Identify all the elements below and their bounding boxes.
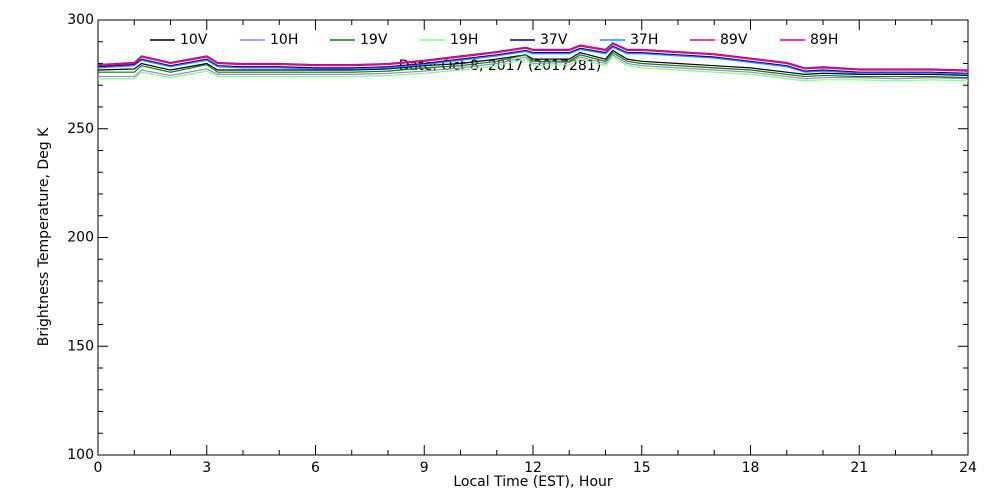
legend-label: 37V bbox=[540, 32, 568, 48]
series-line bbox=[97, 49, 969, 77]
x-tick-label: 18 bbox=[742, 460, 760, 476]
plot-frame bbox=[97, 19, 969, 456]
series-line bbox=[97, 46, 969, 75]
x-tick-label: 0 bbox=[94, 460, 103, 476]
x-axis-label: Local Time (EST), Hour bbox=[453, 474, 613, 490]
series-line bbox=[97, 42, 969, 71]
x-tick-label: 15 bbox=[633, 460, 651, 476]
y-tick-label: 100 bbox=[67, 447, 94, 463]
legend-label: 37H bbox=[630, 32, 658, 48]
series-line bbox=[98, 51, 969, 79]
series-line bbox=[98, 56, 969, 82]
y-tick-label: 200 bbox=[67, 230, 94, 246]
legend-label: 19H bbox=[450, 32, 478, 48]
legend-label: 10V bbox=[180, 32, 208, 48]
legend-label: 89V bbox=[720, 32, 748, 48]
x-tick-label: 12 bbox=[524, 460, 542, 476]
y-axis-label: Brightness Temperature, Deg K bbox=[36, 127, 52, 346]
series-line bbox=[97, 45, 969, 74]
series-line bbox=[97, 43, 969, 72]
legend-label: 10H bbox=[270, 32, 298, 48]
x-tick-label: 24 bbox=[959, 460, 977, 476]
x-tick-label: 6 bbox=[311, 460, 320, 476]
legend-label: 19V bbox=[360, 32, 388, 48]
x-tick-label: 21 bbox=[850, 460, 868, 476]
x-tick-label: 3 bbox=[202, 460, 211, 476]
series-line bbox=[98, 54, 969, 80]
y-tick-label: 150 bbox=[67, 338, 94, 354]
y-tick-label: 250 bbox=[67, 121, 94, 137]
x-tick-label: 9 bbox=[420, 460, 429, 476]
y-tick-label: 300 bbox=[67, 12, 94, 28]
legend-label: 89H bbox=[810, 32, 838, 48]
